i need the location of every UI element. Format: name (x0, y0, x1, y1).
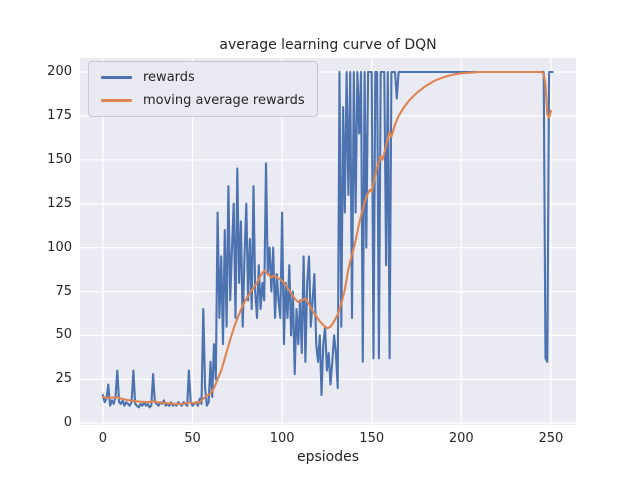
y-tick-label: 125 (47, 195, 72, 211)
legend-label-moving-average: moving average rewards (143, 93, 305, 108)
y-tick-label: 75 (55, 283, 72, 299)
legend-item-rewards: rewards (101, 70, 305, 85)
x-tick-label: 150 (359, 431, 385, 446)
legend-item-moving-average: moving average rewards (101, 93, 305, 108)
y-tick-label: 0 (63, 415, 72, 431)
x-tick-label: 50 (184, 431, 201, 446)
moving-average-line-swatch (101, 99, 132, 102)
x-tick-label: 100 (269, 431, 295, 446)
y-tick-label: 25 (55, 371, 72, 387)
moving-average-line (101, 70, 552, 405)
x-axis-label: epsiodes (296, 449, 360, 465)
x-tick-label: 250 (538, 431, 564, 446)
rewards-line-swatch (101, 76, 132, 79)
x-tick-label: 0 (98, 431, 108, 446)
legend: rewards moving average rewards (88, 61, 318, 117)
y-tick-label: 200 (47, 64, 72, 80)
legend-label-rewards: rewards (143, 70, 195, 85)
y-tick-label: 175 (47, 107, 72, 123)
chart-title: average learning curve of DQN (219, 37, 437, 53)
y-tick-label: 150 (47, 151, 72, 167)
x-tick-label: 200 (448, 431, 474, 446)
y-tick-label: 100 (47, 239, 72, 255)
y-tick-label: 50 (55, 327, 72, 343)
